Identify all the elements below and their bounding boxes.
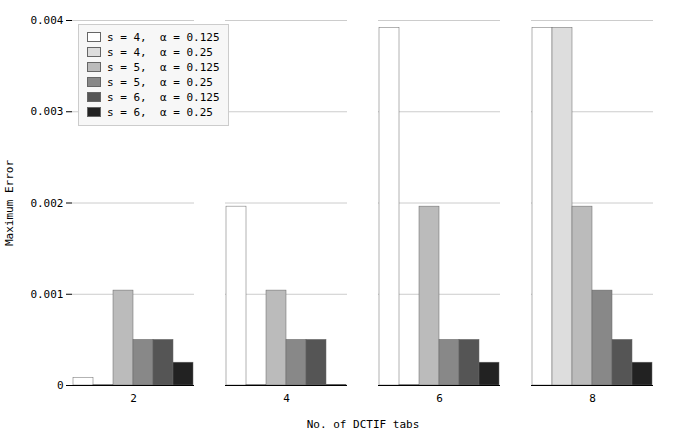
svg-text:0.001: 0.001 [30, 288, 63, 301]
html-text:s = 5, α = 0.25: s = 5, α = 0.25 [107, 76, 213, 89]
svg-text:No. of DCTIF tabs: No. of DCTIF tabs [307, 418, 420, 431]
html-text:s = 4, α = 0.125: s = 4, α = 0.125 [107, 31, 220, 44]
svg-text:6: 6 [436, 392, 443, 405]
svg-text:4: 4 [283, 392, 290, 405]
html-text:s = 6, α = 0.25: s = 6, α = 0.25 [107, 106, 213, 119]
html-text:s = 6, α = 0.125: s = 6, α = 0.125 [107, 91, 220, 104]
svg-text:0.002: 0.002 [30, 197, 63, 210]
svg-text:2: 2 [130, 392, 137, 405]
svg-text:8: 8 [589, 392, 596, 405]
svg-text:0.004: 0.004 [30, 14, 63, 27]
svg-text:0: 0 [57, 379, 64, 392]
html-text:s = 5, α = 0.125: s = 5, α = 0.125 [107, 61, 220, 74]
svg-text:Maximum Error: Maximum Error [3, 160, 16, 246]
svg-text:0.003: 0.003 [30, 105, 63, 118]
html-text:s = 4, α = 0.25: s = 4, α = 0.25 [107, 46, 213, 59]
